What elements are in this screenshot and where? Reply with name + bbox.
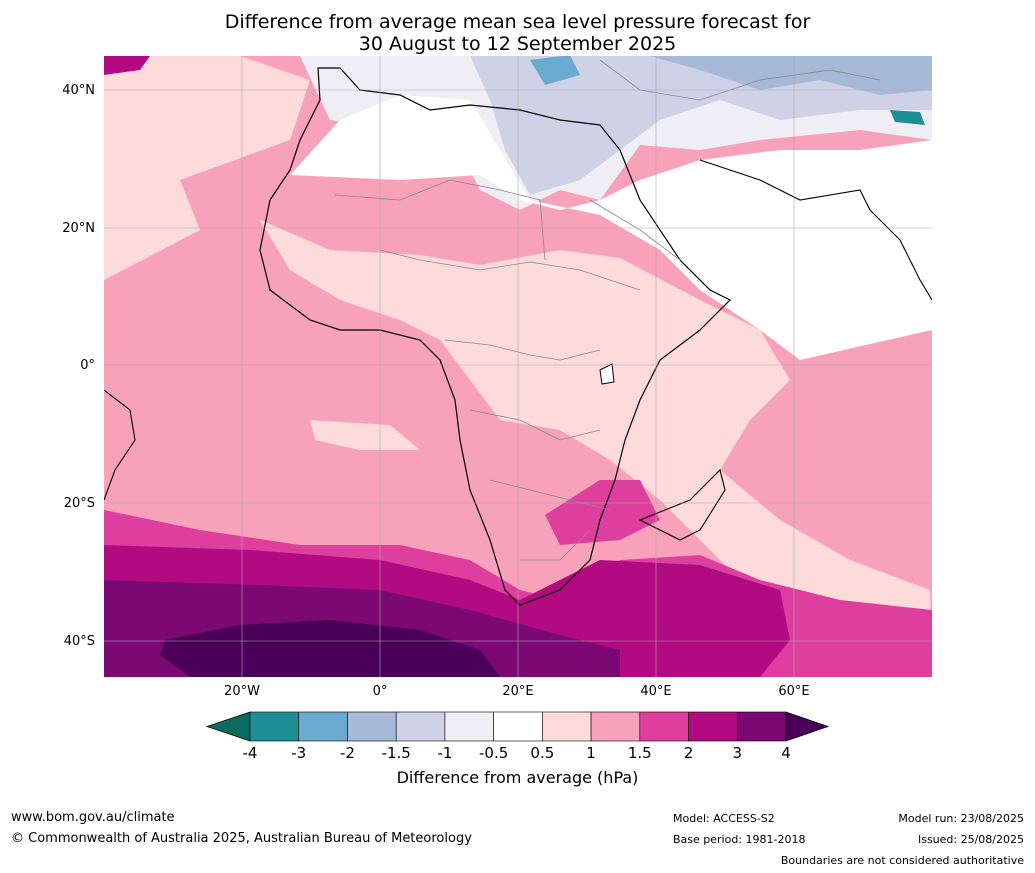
colorbar-tick-label: -2 <box>339 744 355 762</box>
lat-label-20s: 20°S <box>63 496 95 511</box>
map-title-line1: Difference from average mean sea level p… <box>224 11 811 33</box>
lon-label-0: 0° <box>372 684 388 699</box>
map-title-line2: 30 August to 12 September 2025 <box>358 33 677 55</box>
colorbar-tick-label: 2 <box>683 744 694 762</box>
lon-label-20w: 20°W <box>224 684 260 699</box>
colorbar-tick-label: 0.5 <box>530 744 555 762</box>
footer-model: Model: ACCESS-S2 <box>673 812 775 825</box>
colorbar-swatch <box>639 711 689 742</box>
footer-issued: Issued: 25/08/2025 <box>917 833 1024 846</box>
colorbar-swatch <box>249 711 300 742</box>
colorbar-swatch <box>542 711 592 742</box>
footer-copyright: © Commonwealth of Australia 2025, Austra… <box>11 831 472 846</box>
colorbar-tick-label: -1.5 <box>381 744 411 762</box>
colorbar-tick-label: 1.5 <box>627 744 652 762</box>
footer-disclaimer: Boundaries are not considered authoritat… <box>780 854 1024 867</box>
colorbar-swatch <box>298 711 348 742</box>
colorbar-tick-label: 4 <box>781 744 791 762</box>
colorbar-swatch <box>688 711 738 742</box>
colorbar-tick-label: -0.5 <box>478 744 509 762</box>
colorbar-over-arrow <box>785 711 830 742</box>
lat-label-40s: 40°S <box>63 634 95 649</box>
map-plot-area <box>104 56 932 677</box>
lat-label-20n: 20°N <box>62 221 95 236</box>
colorbar-swatch <box>736 711 787 742</box>
colorbar-tick-label: 1 <box>586 744 596 762</box>
footer-base-period: Base period: 1981-2018 <box>673 833 806 846</box>
lon-label-60e: 60°E <box>778 684 810 699</box>
lon-label-40e: 40°E <box>640 684 672 699</box>
colorbar-tick-label: -4 <box>242 744 258 762</box>
colorbar-tick-label: 3 <box>732 744 743 762</box>
lat-label-equator: 0° <box>80 358 95 373</box>
colorbar-swatch <box>444 711 494 742</box>
colorbar-under-arrow <box>205 711 251 742</box>
footer-model-run: Model run: 23/08/2025 <box>898 812 1024 825</box>
colorbar-tick-label: -3 <box>291 744 307 762</box>
footer-url[interactable]: www.bom.gov.au/climate <box>11 810 175 825</box>
colorbar-swatch <box>493 711 543 742</box>
colorbar-swatch <box>347 711 397 742</box>
colorbar <box>205 711 830 742</box>
colorbar-title: Difference from average (hPa) <box>396 768 639 787</box>
colorbar-tick-label: -1 <box>437 744 453 762</box>
lon-label-20e: 20°E <box>502 684 534 699</box>
colorbar-swatch <box>590 711 641 742</box>
lat-label-40n: 40°N <box>62 83 95 98</box>
colorbar-swatch <box>395 711 446 742</box>
